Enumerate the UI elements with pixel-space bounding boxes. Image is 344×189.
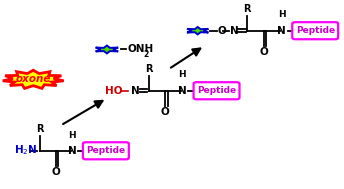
Text: Peptide: Peptide: [86, 146, 126, 155]
Text: N: N: [277, 26, 286, 36]
Text: Peptide: Peptide: [295, 26, 335, 35]
Polygon shape: [3, 70, 64, 88]
Text: O: O: [161, 107, 170, 117]
Text: N: N: [131, 86, 140, 96]
Text: Peptide: Peptide: [197, 86, 236, 95]
Text: R: R: [244, 4, 251, 14]
Text: R: R: [145, 64, 153, 74]
Polygon shape: [96, 46, 118, 53]
Text: O: O: [51, 167, 60, 177]
FancyBboxPatch shape: [292, 22, 338, 39]
Text: H$_2$N: H$_2$N: [14, 143, 38, 157]
Text: H: H: [179, 70, 186, 80]
Text: H: H: [68, 131, 76, 139]
FancyBboxPatch shape: [194, 82, 239, 99]
Text: N: N: [229, 26, 238, 36]
Text: N: N: [178, 86, 187, 96]
Text: HO: HO: [105, 86, 123, 96]
Text: O: O: [259, 47, 268, 57]
Text: ONH: ONH: [128, 44, 154, 54]
Text: oxone: oxone: [15, 74, 51, 84]
Text: O: O: [218, 26, 227, 36]
Polygon shape: [187, 27, 208, 34]
FancyBboxPatch shape: [83, 142, 129, 159]
Text: 2: 2: [143, 50, 149, 59]
Text: H: H: [278, 10, 286, 19]
Text: N: N: [68, 146, 77, 156]
Text: R: R: [36, 124, 44, 134]
